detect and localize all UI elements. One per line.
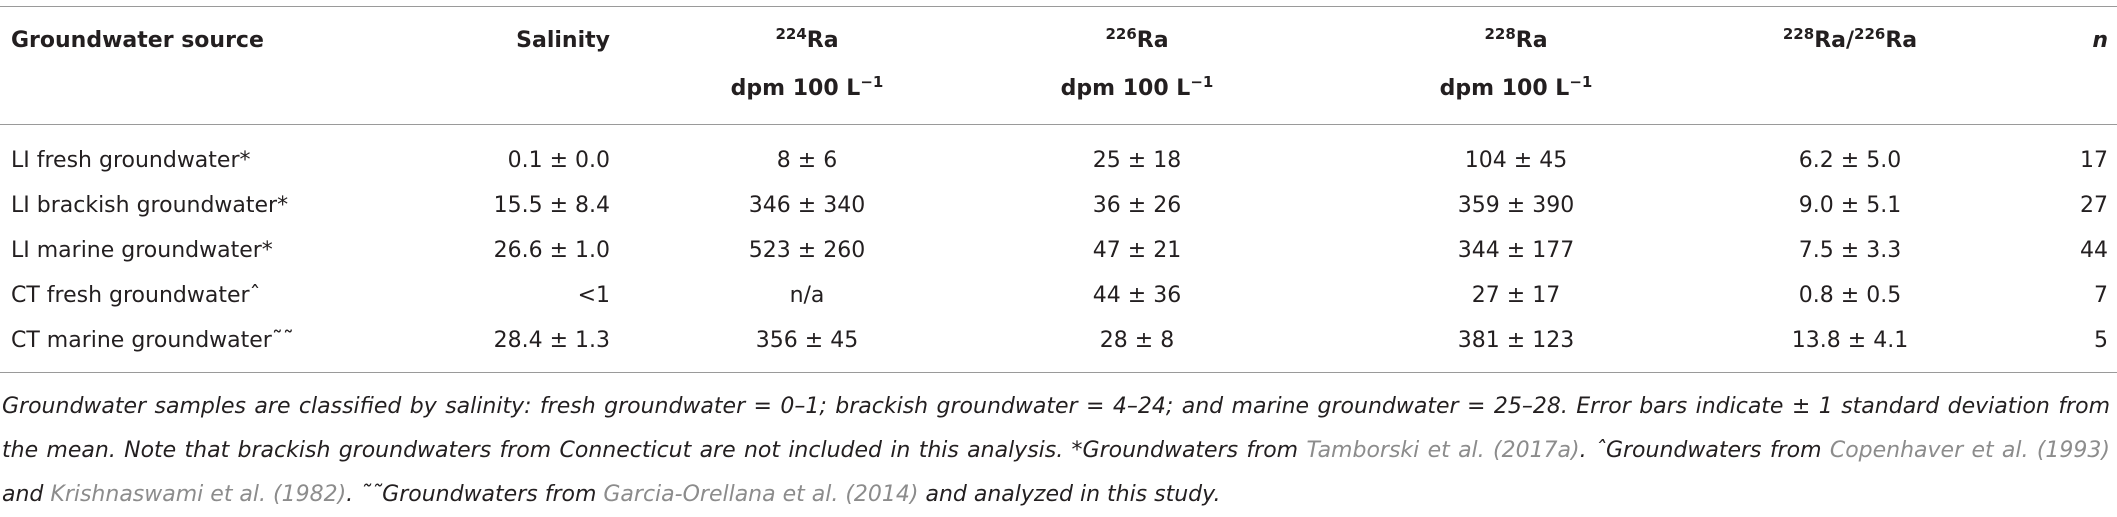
table-cell: 28.4 ± 1.3 bbox=[493, 328, 610, 353]
table-cell: 44 bbox=[2080, 238, 2108, 263]
table-cell: 26.6 ± 1.0 bbox=[493, 238, 610, 263]
table-cell: n/a bbox=[789, 283, 825, 308]
table-cell: 36 ± 26 bbox=[1092, 193, 1182, 218]
footnote-text: Groundwater samples are classified by sa… bbox=[2, 394, 2110, 463]
bottom-rule bbox=[0, 372, 2117, 373]
header-sup: 226 bbox=[1105, 25, 1137, 43]
unit-text: dpm 100 L bbox=[730, 76, 861, 101]
header-cell: Groundwater source bbox=[11, 26, 264, 56]
header-text: Ra bbox=[806, 28, 839, 53]
table-cell: 27 ± 17 bbox=[1471, 283, 1561, 308]
row-label: LI brackish groundwater* bbox=[11, 193, 289, 218]
citation-link[interactable]: Tamborski et al. (2017a) bbox=[1306, 438, 1580, 463]
footnote-text: . ˆGroundwaters from bbox=[1579, 438, 1830, 463]
top-rule bbox=[0, 6, 2117, 7]
citation-link[interactable]: Krishnaswami et al. (1982) bbox=[50, 482, 347, 507]
table-cell: 359 ± 390 bbox=[1457, 193, 1575, 218]
table-cell: 15.5 ± 8.4 bbox=[493, 193, 610, 218]
table-cell: 381 ± 123 bbox=[1457, 328, 1575, 353]
row-label: LI marine groundwater* bbox=[11, 238, 273, 263]
table-cell: 104 ± 45 bbox=[1464, 148, 1568, 173]
table-cell: 6.2 ± 5.0 bbox=[1798, 148, 1902, 173]
table-cell: 9.0 ± 5.1 bbox=[1798, 193, 1902, 218]
footnote: Groundwater samples are classified by sa… bbox=[2, 385, 2110, 517]
footnote-text: . ˜˜Groundwaters from bbox=[346, 482, 604, 507]
table-cell: 5 bbox=[2094, 328, 2108, 353]
table-cell: 44 ± 36 bbox=[1092, 283, 1182, 308]
header-unit: dpm 100 L−1 bbox=[1440, 74, 1593, 104]
table-cell: 344 ± 177 bbox=[1457, 238, 1575, 263]
header-cell: n bbox=[2092, 26, 2108, 56]
citation-link[interactable]: Garcia-Orellana et al. (2014) bbox=[603, 482, 919, 507]
header-cell: 226Ra bbox=[1105, 26, 1168, 56]
header-sup: 224 bbox=[775, 25, 807, 43]
citation-link[interactable]: Copenhaver et al. (1993) bbox=[1829, 438, 2110, 463]
table-cell: 8 ± 6 bbox=[776, 148, 838, 173]
row-label: CT marine groundwater˜˜ bbox=[11, 328, 294, 353]
header-cell: 224Ra bbox=[775, 26, 838, 56]
table-cell: <1 bbox=[577, 283, 610, 308]
table-cell: 346 ± 340 bbox=[748, 193, 866, 218]
header-text: Groundwater source bbox=[11, 28, 264, 53]
header-text: Salinity bbox=[516, 28, 610, 53]
header-cell: Salinity bbox=[516, 26, 610, 56]
table-cell: 0.1 ± 0.0 bbox=[507, 148, 610, 173]
header-cell: 228Ra/226Ra bbox=[1783, 26, 1917, 56]
header-text: n bbox=[2092, 28, 2108, 53]
header-text: Ra bbox=[1885, 28, 1918, 53]
header-rule bbox=[0, 124, 2117, 125]
header-text: Ra bbox=[1136, 28, 1169, 53]
header-sup: 228 bbox=[1782, 25, 1815, 43]
header-text: Ra bbox=[1515, 28, 1548, 53]
row-label: LI fresh groundwater* bbox=[11, 148, 251, 173]
table-cell: 7.5 ± 3.3 bbox=[1798, 238, 1902, 263]
table-cell: 28 ± 8 bbox=[1099, 328, 1175, 353]
table-cell: 27 bbox=[2080, 193, 2108, 218]
table-cell: 13.8 ± 4.1 bbox=[1791, 328, 1909, 353]
table-cell: 47 ± 21 bbox=[1092, 238, 1182, 263]
row-label: CT fresh groundwaterˆ bbox=[11, 283, 261, 308]
unit-sup: −1 bbox=[1569, 73, 1593, 91]
table-cell: 17 bbox=[2080, 148, 2108, 173]
unit-text: dpm 100 L bbox=[1060, 76, 1191, 101]
header-cell: 228Ra bbox=[1484, 26, 1547, 56]
table-cell: 25 ± 18 bbox=[1092, 148, 1182, 173]
table-cell: 7 bbox=[2094, 283, 2108, 308]
unit-text: dpm 100 L bbox=[1439, 76, 1570, 101]
table-cell: 356 ± 45 bbox=[755, 328, 859, 353]
header-sup: 226 bbox=[1854, 25, 1886, 43]
table-cell: 0.8 ± 0.5 bbox=[1798, 283, 1902, 308]
header-sup: 228 bbox=[1484, 25, 1516, 43]
unit-sup: −1 bbox=[860, 73, 884, 91]
header-unit: dpm 100 L−1 bbox=[1061, 74, 1214, 104]
header-unit: dpm 100 L−1 bbox=[731, 74, 884, 104]
table-cell: 523 ± 260 bbox=[748, 238, 866, 263]
footnote-text: and bbox=[2, 482, 51, 507]
footnote-text: and analyzed in this study. bbox=[918, 482, 1221, 507]
header-text: Ra/ bbox=[1814, 28, 1855, 53]
unit-sup: −1 bbox=[1190, 73, 1214, 91]
